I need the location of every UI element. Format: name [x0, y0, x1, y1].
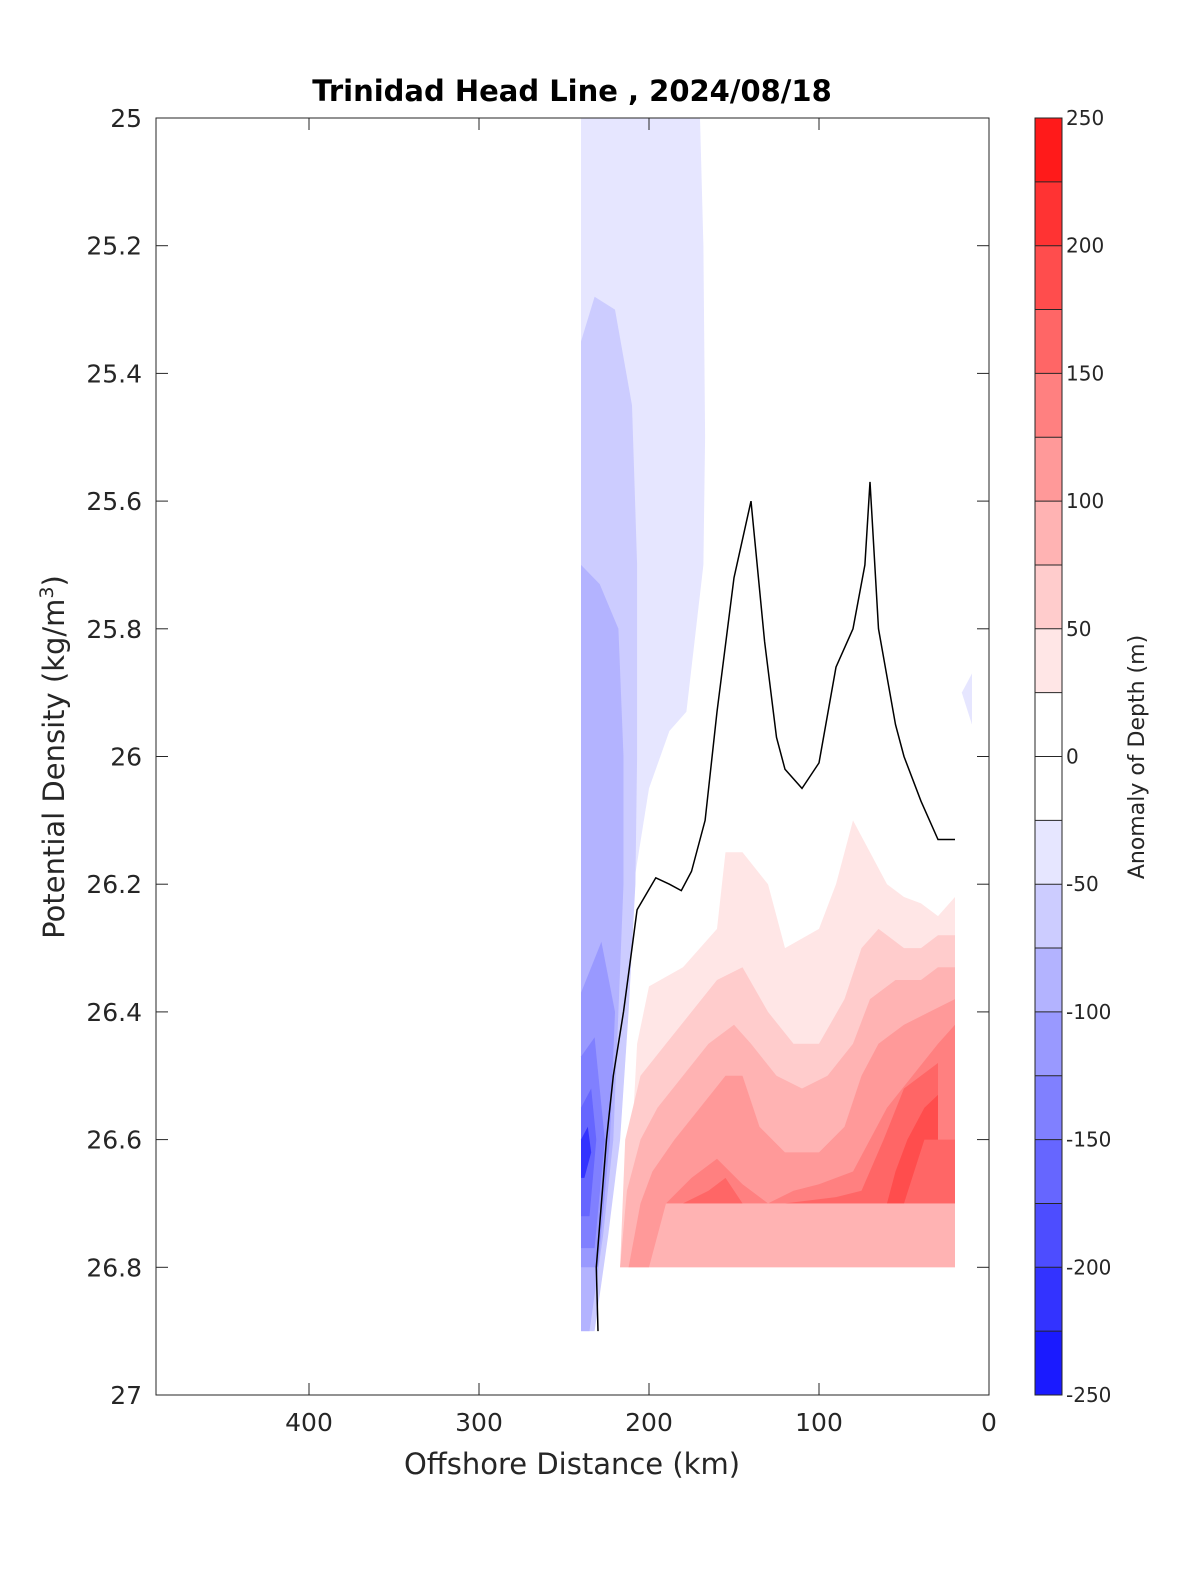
contour-fills	[581, 118, 972, 1332]
y-tick-label: 26.4	[86, 998, 142, 1027]
colorbar-segment	[1035, 884, 1062, 949]
colorbar-tick-label: 100	[1066, 489, 1104, 513]
colorbar-segment	[1035, 1075, 1062, 1140]
x-tick-label: 100	[795, 1408, 843, 1437]
colorbar-segment	[1035, 245, 1062, 310]
y-axis-title-superscript: 3	[36, 586, 58, 598]
x-axis-ticks: 400 300 200 100 0	[285, 118, 997, 1437]
y-axis-title: Potential Density (kg/m3)	[36, 575, 71, 939]
colorbar-segment	[1035, 181, 1062, 246]
colorbar-tick-label: -100	[1066, 1000, 1111, 1024]
x-tick-label: 300	[455, 1408, 503, 1437]
contour-region-anomaly-25-to-50-coastal	[961, 673, 972, 725]
colorbar-tick-label: 50	[1066, 617, 1091, 641]
colorbar-tick-label: -200	[1066, 1255, 1111, 1279]
y-tick-label: 25.6	[86, 487, 142, 516]
colorbar-segment	[1035, 820, 1062, 885]
colorbar-segment	[1035, 1139, 1062, 1204]
contour-region-anomaly-175-to-200	[887, 1094, 938, 1204]
colorbar-title: Anomaly of Depth (m)	[1125, 635, 1150, 879]
colorbar-tick-label: 150	[1066, 361, 1104, 385]
colorbar-tick-label: -250	[1066, 1383, 1111, 1407]
x-tick-label: 200	[625, 1408, 673, 1437]
x-tick-label: 400	[285, 1408, 333, 1437]
y-axis-ticks: 25 25.2 25.4 25.6 25.8 26 26.2 26.4 26.6 26.8 27	[86, 104, 989, 1410]
colorbar-segment	[1035, 756, 1062, 821]
contour-region-anomaly-175-to-200	[581, 1126, 592, 1178]
colorbar-frame	[1034, 117, 1063, 1396]
y-tick-label: 25.8	[86, 615, 142, 644]
y-tick-label: 26	[110, 743, 142, 772]
colorbar-segment	[1035, 118, 1062, 182]
y-tick-label: 26.8	[86, 1253, 142, 1282]
colorbar-segment	[1035, 628, 1062, 693]
zero-anomaly-contour-line	[595, 481, 955, 1332]
colorbar-segment	[1035, 1011, 1062, 1076]
colorbar-tick-label: -150	[1066, 1128, 1111, 1152]
contour-region-anomaly-150-to-175	[683, 1063, 955, 1204]
y-axis-title-tail: )	[37, 575, 71, 586]
colorbar-segment	[1035, 1267, 1062, 1332]
x-tick-label: 0	[981, 1408, 997, 1437]
colorbar-tick-label: 250	[1066, 106, 1104, 130]
y-tick-label: 25.2	[86, 232, 142, 261]
colorbar: 250 200 150 100 50 0 -50 -100 -150 -200 -250	[1035, 106, 1111, 1407]
colorbar-segment	[1035, 437, 1062, 502]
colorbar-segment	[1035, 309, 1062, 374]
colorbar-tick-label: 200	[1066, 234, 1104, 258]
colorbar-segment	[1035, 564, 1062, 629]
colorbar-segment	[1035, 1203, 1062, 1268]
colorbar-segment	[1035, 692, 1062, 757]
colorbar-segment	[1035, 948, 1062, 1012]
colorbar-segment	[1035, 1331, 1062, 1395]
x-axis-title: Offshore Distance (km)	[404, 1447, 740, 1481]
colorbar-tick-label: 0	[1066, 745, 1079, 769]
colorbar-tick-label: -50	[1066, 872, 1099, 896]
colorbar-segment	[1035, 373, 1062, 438]
y-tick-label: 26.2	[86, 870, 142, 899]
y-tick-label: 25.4	[86, 359, 142, 388]
y-tick-label: 27	[110, 1381, 142, 1410]
chart-title: Trinidad Head Line , 2024/08/18	[312, 74, 832, 108]
y-tick-label: 26.6	[86, 1126, 142, 1155]
y-axis-title-main: Potential Density (kg/m	[37, 599, 71, 939]
colorbar-segment	[1035, 501, 1062, 565]
y-tick-label: 25	[110, 104, 142, 133]
